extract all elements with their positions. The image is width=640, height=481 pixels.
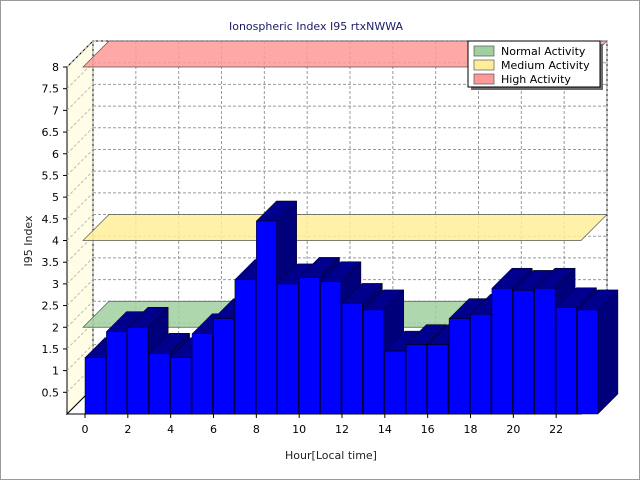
y-tick-label: 7 [52, 104, 59, 117]
grid-line-side [66, 127, 94, 155]
y-tick-label: 6 [52, 148, 59, 161]
x-tick-label: 2 [124, 423, 131, 436]
bar [191, 333, 213, 415]
bar [363, 309, 385, 415]
band-medium-activity [82, 214, 608, 241]
bar [234, 279, 256, 415]
x-tick-label: 16 [421, 423, 435, 436]
y-tick-label: 3.5 [42, 256, 60, 269]
grid-line-side [66, 40, 94, 68]
x-tick-label: 8 [253, 423, 260, 436]
chart-title: Ionospheric Index I95 rtxNWWA [229, 20, 403, 33]
grid-line-side [66, 192, 94, 220]
bar [149, 353, 170, 415]
bar [534, 287, 556, 415]
bar [427, 344, 449, 415]
bar [491, 287, 513, 415]
grid-line-side [66, 84, 94, 111]
grid-line-side [66, 300, 94, 328]
y-tick-label: 8 [52, 61, 59, 74]
x-tick-label: 12 [335, 423, 349, 436]
legend-entry: High Activity [501, 73, 571, 86]
bar [320, 281, 342, 415]
grid-line-side [66, 170, 94, 198]
bar [470, 313, 492, 415]
y-tick-label: 1 [52, 365, 59, 378]
y-tick-label: 2.5 [42, 300, 60, 313]
grid-line-side [66, 257, 94, 285]
bar [555, 307, 577, 415]
grid-line-side [66, 279, 94, 306]
y-tick-label: 0.5 [42, 386, 60, 399]
bar [106, 331, 128, 415]
x-tick-label: 18 [464, 423, 478, 436]
x-tick-label: 20 [506, 423, 520, 436]
legend-entry: Normal Activity [501, 45, 586, 58]
legend-swatch [473, 73, 495, 85]
bar [277, 283, 299, 415]
bar [213, 318, 235, 415]
bar [384, 350, 406, 415]
bar [298, 277, 320, 415]
y-tick-label: 6.5 [42, 126, 60, 139]
y-tick-label: 5 [52, 191, 59, 204]
bar [84, 357, 106, 415]
grid-line-side [66, 344, 94, 371]
bar [341, 303, 363, 415]
bar-side [597, 289, 619, 415]
y-tick-label: 5.5 [42, 169, 60, 182]
x-tick-label: 0 [82, 423, 89, 436]
x-tick-label: 4 [167, 423, 174, 436]
bar [170, 357, 192, 415]
x-tick-label: 10 [292, 423, 306, 436]
x-tick-label: 14 [378, 423, 392, 436]
grid-line-side [66, 214, 94, 241]
bar [577, 309, 599, 415]
y-tick-label: 7.5 [42, 83, 60, 96]
bar [513, 290, 534, 415]
x-axis-label: Hour[Local time] [285, 449, 377, 462]
bar [256, 220, 277, 415]
y-tick-label: 4 [52, 235, 59, 248]
bar [448, 318, 470, 415]
y-tick-label: 2 [52, 321, 59, 334]
legend-entry: Medium Activity [501, 59, 590, 72]
bar [127, 327, 149, 415]
x-tick-label: 22 [549, 423, 563, 436]
bar [406, 344, 427, 415]
grid-line-side [66, 105, 94, 133]
y-axis-label: I95 Index [22, 215, 35, 267]
legend-swatch [473, 45, 495, 57]
x-tick-label: 6 [210, 423, 217, 436]
grid-line-side [66, 149, 94, 176]
y-tick-label: 3 [52, 278, 59, 291]
y-tick-label: 4.5 [42, 213, 60, 226]
legend-swatch [473, 59, 495, 71]
y-tick-label: 1.5 [42, 343, 60, 356]
